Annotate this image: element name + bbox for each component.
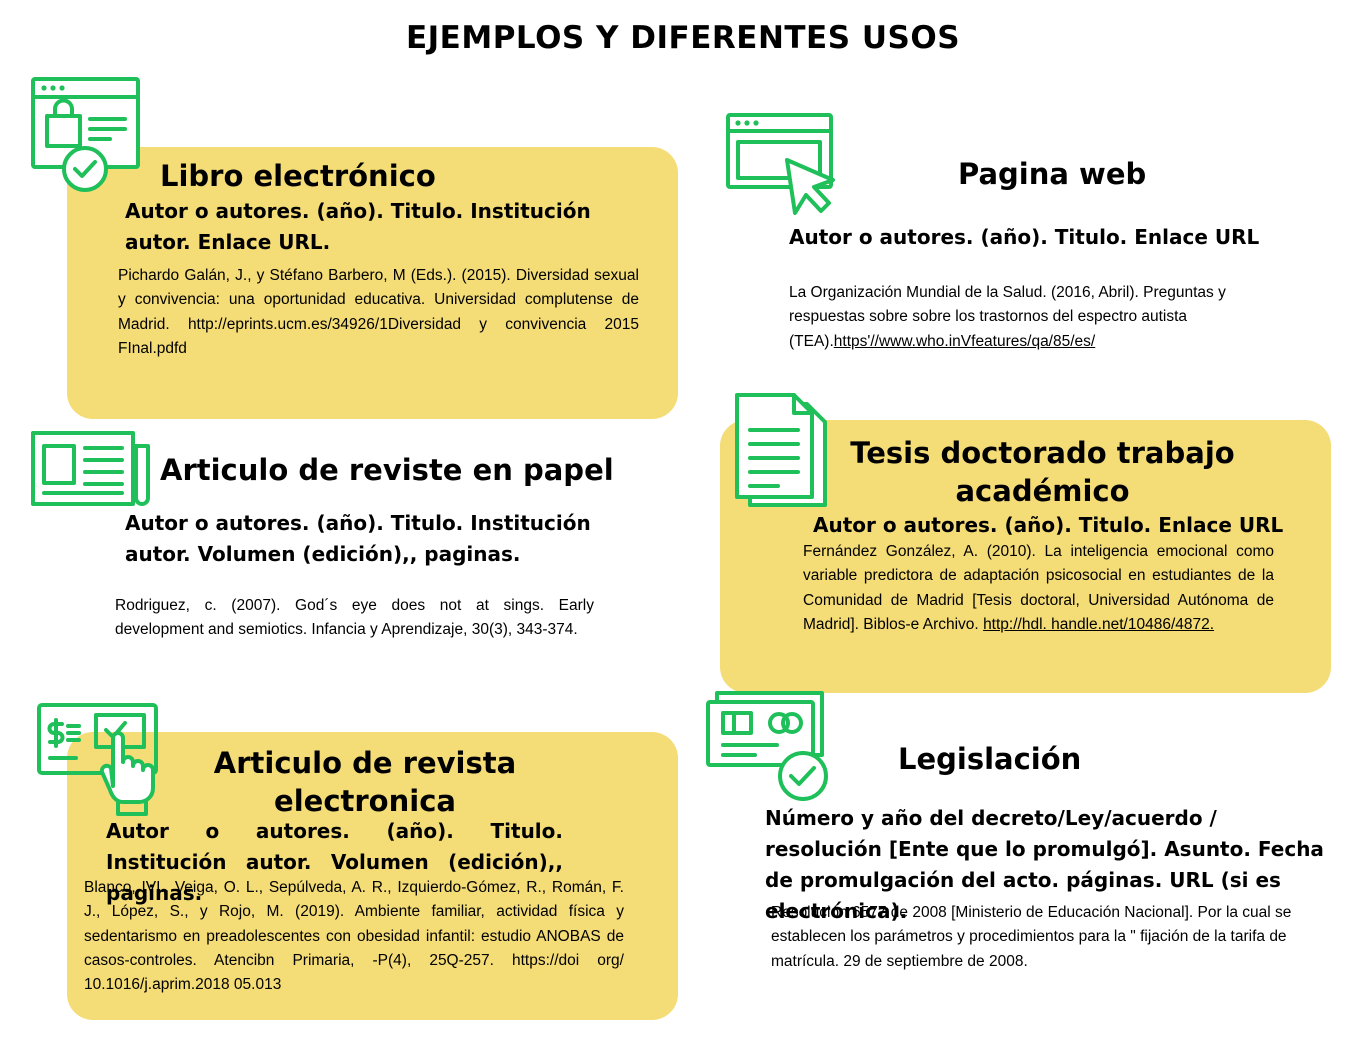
format-tesis: Autor o autores. (año). Titulo. Enlace U… <box>813 513 1284 537</box>
example-papel: Rodriguez, c. (2007). God´s eye does not… <box>115 597 594 639</box>
format-libro: Autor o autores. (año). Titulo. Instituc… <box>125 199 591 254</box>
example-tesis-url: http://hdl. handle.net/10486/4872. <box>983 615 1215 633</box>
example-libro-url: http://eprints.ucm.es/34926/1Diversidad … <box>118 315 639 357</box>
card-check-icon <box>706 691 828 801</box>
payment-screen-hand-icon <box>37 703 158 816</box>
shopping-window-icon <box>31 77 140 192</box>
heading-tesis: Tesis doctorado trabajo académico <box>850 436 1235 508</box>
example-legislacion: Resolución 6577 de 2008 [Ministerio de E… <box>771 904 1292 970</box>
format-legislacion: Número y año del decreto/Ley/acuerdo / r… <box>765 806 1324 923</box>
example-pagina-web: La Organización Mundial de la Salud. (20… <box>789 284 1226 350</box>
heading-pagina-web: Pagina web <box>958 157 1147 191</box>
page-title: EJEMPLOS Y DIFERENTES USOS <box>405 20 961 56</box>
document-icon <box>735 393 827 507</box>
heading-revista-electronica: Articulo de revista electronica <box>213 746 517 818</box>
format-revista-electronica: Autor o autores. (año). Titulo. Instituc… <box>106 819 563 905</box>
example-pagina-web-url: https'//www.who.inVfeatures/qa/85/es/ <box>833 332 1096 350</box>
format-pagina-web: Autor o autores. (año). Titulo. Enlace U… <box>789 225 1260 249</box>
heading-libro: Libro electrónico <box>160 159 436 193</box>
example-revista-electronica: Blanco, IVI., Veiga, O. L., Sepúlveda, A… <box>84 879 624 994</box>
card-revista-electronica <box>67 732 678 1020</box>
heading-papel: Articulo de reviste en papel <box>160 453 614 487</box>
example-libro: Pichardo Galán, J., y Stéfano Barbero, M… <box>118 267 639 357</box>
browser-cursor-icon <box>726 113 835 215</box>
newspaper-icon <box>31 431 150 506</box>
heading-legislacion: Legislación <box>898 742 1082 776</box>
example-tesis: Fernández González, A. (2010). La inteli… <box>803 543 1274 633</box>
format-papel: Autor o autores. (año). Titulo. Instituc… <box>125 511 591 566</box>
card-libro <box>67 147 678 419</box>
